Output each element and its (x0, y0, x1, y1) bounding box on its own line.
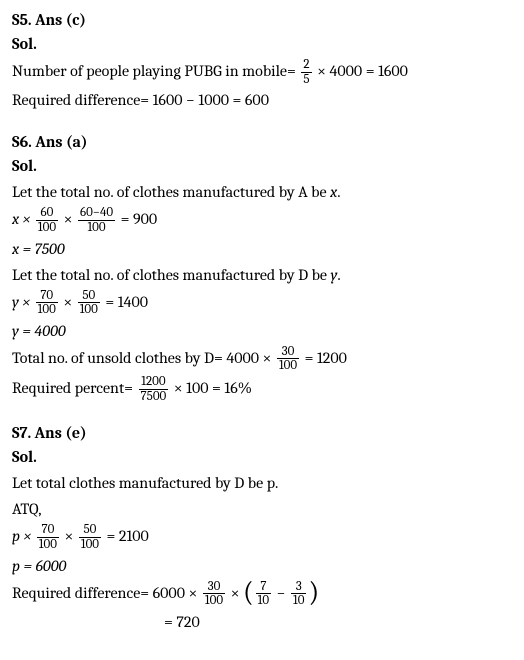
s7-line3-f3: 310 (291, 580, 306, 608)
solution-s7: S7. Ans (e) Sol. Let total clothes manuf… (12, 421, 512, 634)
s6-line3-end: . (337, 266, 340, 284)
s6-line6-pre: Required percent= (12, 379, 137, 397)
s6-eq3-times: × (60, 292, 76, 310)
s6-line3: Let the total no. of clothes manufacture… (12, 263, 512, 287)
s5-sol-label: Sol. (12, 32, 512, 56)
s5-frac1-den: 5 (301, 73, 311, 87)
s7-line2: ATQ, (12, 497, 512, 521)
s7-line3-minus: − (273, 584, 289, 602)
s6-eq1-f2-den: 100 (78, 221, 115, 235)
s5-line1: Number of people playing PUBG in mobile=… (12, 58, 512, 86)
s6-eq1-times: × (60, 210, 76, 228)
s6-eq1-f1-num: 60 (36, 206, 58, 221)
s6-eq1-f2-num: 60−40 (78, 206, 115, 221)
s6-eq3-f2: 50100 (78, 289, 100, 317)
s7-eq2: p = 6000 (12, 554, 512, 578)
s6-line6-post: × 100 = 16% (170, 379, 252, 397)
s6-line5-post: = 1200 (301, 349, 347, 367)
s5-frac1-num: 2 (301, 58, 311, 73)
s6-eq3-f2-num: 50 (78, 289, 100, 304)
s5-line2: Required difference= 1600 − 1000 = 600 (12, 88, 512, 112)
s6-eq1-x: x × (12, 210, 34, 228)
s6-eq3: y × 70100 × 50100 = 1400 (12, 289, 512, 317)
s7-line1: Let total clothes manufactured by D be p… (12, 471, 512, 495)
s7-eq1-p: p × (12, 527, 35, 545)
solution-s6: S6. Ans (a) Sol. Let the total no. of cl… (12, 130, 512, 403)
s7-eq1-f2: 50100 (79, 523, 101, 551)
s6-eq3-y: y × (12, 292, 34, 310)
s5-line1-mid: × 4000 = 1600 (314, 62, 408, 80)
s6-eq3-f1: 70100 (36, 289, 58, 317)
s7-eq1-times: × (61, 527, 77, 545)
s6-line6-f-den: 7500 (139, 390, 169, 404)
s7-eq1-f2-num: 50 (79, 523, 101, 538)
s6-eq3-rhs: = 1400 (102, 292, 148, 310)
s6-eq1: x × 60100 × 60−40100 = 900 (12, 206, 512, 234)
s6-eq3-f2-den: 100 (78, 303, 100, 317)
s5-heading: S5. Ans (c) (12, 8, 512, 32)
s7-line3-mid: × (227, 584, 243, 602)
s6-eq4: y = 4000 (12, 319, 512, 343)
s7-line3-f1-num: 30 (203, 580, 225, 595)
s7-line3-f2-den: 10 (256, 594, 271, 608)
s5-line1-prefix: Number of people playing PUBG in mobile= (12, 62, 299, 80)
s7-line3-f3-num: 3 (291, 580, 306, 595)
s7-eq1-f1-den: 100 (37, 538, 59, 552)
s6-eq3-f1-num: 70 (36, 289, 58, 304)
s7-line3-f2: 710 (256, 580, 271, 608)
s7-line3-f3-den: 10 (291, 594, 306, 608)
s6-eq1-f1: 60100 (36, 206, 58, 234)
s6-line5-f-num: 30 (277, 345, 299, 360)
s6-eq1-f1-den: 100 (36, 221, 58, 235)
s6-heading: S6. Ans (a) (12, 130, 512, 154)
s7-heading: S7. Ans (e) (12, 421, 512, 445)
solution-s5: S5. Ans (c) Sol. Number of people playin… (12, 8, 512, 112)
s7-line3-f1: 30100 (203, 580, 225, 608)
s6-line1-text: Let the total no. of clothes manufacture… (12, 183, 330, 201)
s7-line3-f1-den: 100 (203, 594, 225, 608)
s5-frac1: 25 (301, 58, 311, 86)
s6-eq2: x = 7500 (12, 237, 512, 261)
s6-line6: Required percent= 12007500 × 100 = 16% (12, 375, 512, 403)
s6-line6-f-num: 1200 (139, 375, 169, 390)
s6-eq3-f1-den: 100 (36, 303, 58, 317)
s6-line5-pre: Total no. of unsold clothes by D= 4000 × (12, 349, 275, 367)
s7-eq1-f2-den: 100 (79, 538, 101, 552)
s6-line5-f: 30100 (277, 345, 299, 373)
s7-line3-pre: Required difference= 6000 × (12, 584, 201, 602)
s6-sol-label: Sol. (12, 154, 512, 178)
s6-line1-end: . (337, 183, 340, 201)
s7-eq1-rhs: = 2100 (103, 527, 149, 545)
s7-line3: Required difference= 6000 × 30100 × (710… (12, 580, 512, 608)
s6-line5: Total no. of unsold clothes by D= 4000 ×… (12, 345, 512, 373)
s6-line3-text: Let the total no. of clothes manufacture… (12, 266, 330, 284)
s6-line5-f-den: 100 (277, 359, 299, 373)
s7-eq1-f1-num: 70 (37, 523, 59, 538)
s6-eq1-f2: 60−40100 (78, 206, 115, 234)
s6-line1: Let the total no. of clothes manufacture… (12, 180, 512, 204)
s7-eq1: p × 70100 × 50100 = 2100 (12, 523, 512, 551)
s6-eq1-rhs: = 900 (117, 210, 157, 228)
s7-line3-f2-num: 7 (256, 580, 271, 595)
s7-sol-label: Sol. (12, 445, 512, 469)
s6-line6-f: 12007500 (139, 375, 169, 403)
s7-eq1-f1: 70100 (37, 523, 59, 551)
